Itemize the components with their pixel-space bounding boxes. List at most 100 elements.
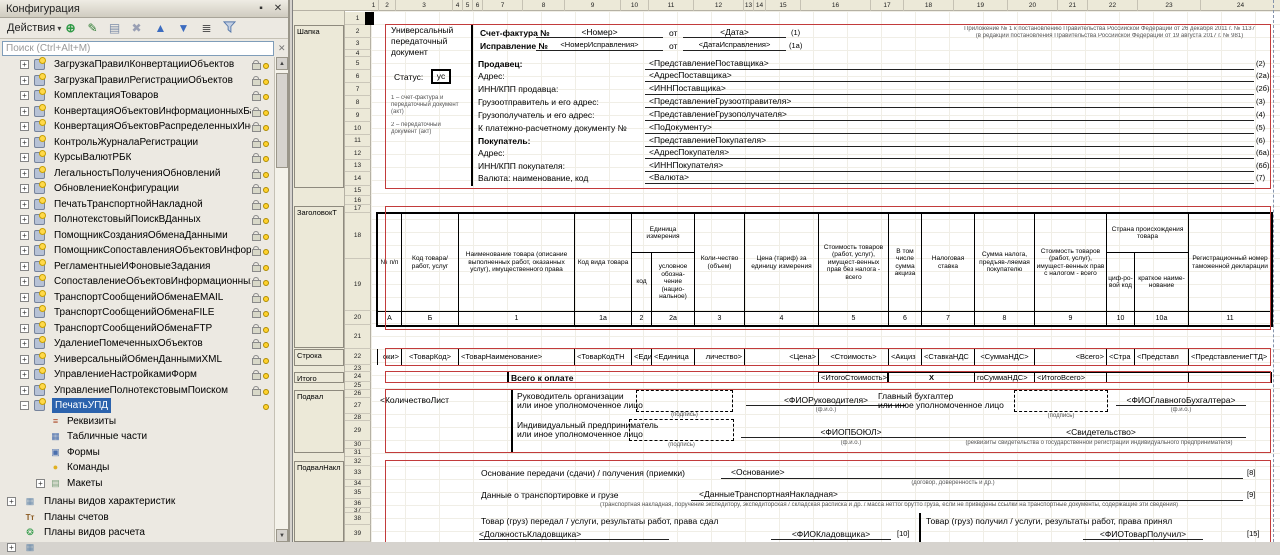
tree-item[interactable]: ТранспортСообщенийОбменаEMAIL [0,290,274,305]
column-header[interactable]: 23 [1138,0,1201,11]
row-header[interactable]: 19 [345,259,371,311]
active-cell-cursor[interactable] [365,12,374,25]
row-header[interactable]: 6 [345,70,371,83]
row-cell[interactable]: <Цена> [744,349,818,365]
code-cell[interactable]: 5 [818,311,889,326]
expand-icon[interactable] [20,386,29,395]
form-value[interactable]: <ПредставлениеГрузополучателя> [645,109,1254,121]
section-label-podval[interactable]: Подвал [294,390,344,453]
row-cell[interactable]: личество> [694,349,744,365]
tree-item[interactable]: КонвертацияОбъектовИнформационныхБаз [0,104,274,119]
column-header[interactable]: 14 [754,0,766,11]
row-header[interactable]: 13 [345,160,371,172]
form-label[interactable]: Валюта: наименование, код [478,173,589,183]
expand-icon[interactable] [36,479,45,488]
form-label[interactable]: ИНН/КПП продавца: [478,84,559,94]
tree-item[interactable]: ОбновлениеКонфигурации [0,181,274,196]
row-cell[interactable]: <Единица [651,349,694,365]
scrollbar-thumb[interactable] [276,73,288,168]
signature-box[interactable] [1014,390,1108,412]
expand-icon[interactable] [20,122,29,131]
tree-item-makety[interactable]: ▤ Макеты [0,476,274,491]
tree-item[interactable]: ТранспортСообщенийОбменаFTP [0,321,274,336]
entrepreneur-label-1[interactable]: Индивидуальный предприниматель [517,420,659,430]
code-cell[interactable]: 1а [574,311,632,326]
code-cell[interactable]: 10 [1106,311,1135,326]
receiver-fio-cell[interactable]: <ФИОТоварПолучил> [1083,529,1203,540]
sheets-count-cell[interactable]: <КоличествоЛист [380,395,450,405]
row-header[interactable]: 7 [345,83,371,96]
col-code[interactable]: Код товара/ работ, услуг [401,213,459,312]
row-cell[interactable]: <Акциз [888,349,921,365]
storekeeper-fio-cell[interactable]: <ФИОКладовщика> [771,529,891,540]
column-header[interactable]: 18 [904,0,954,11]
correction-label[interactable]: Исправление № [480,41,548,51]
row-header[interactable]: 28 [345,414,371,421]
col-price[interactable]: Цена (тариф) за единицу измерения [744,213,819,312]
code-cell[interactable]: А [377,311,402,326]
form-label[interactable]: Грузополучатель и его адрес: [478,110,595,120]
invoice-date-cell[interactable]: <Дата> [683,27,786,38]
column-header[interactable]: 7 [483,0,523,11]
col-reg-number[interactable]: Регистрационный номер таможенной деклара… [1188,213,1272,312]
invoice-from-label[interactable]: от [669,28,678,38]
column-header[interactable]: 21 [1058,0,1088,11]
column-header[interactable]: 3 [396,0,453,11]
basis-value-cell[interactable]: <Основание> [721,467,1243,479]
expand-icon[interactable] [20,277,29,286]
row-header[interactable]: 22 [345,349,371,365]
col-tax-sum[interactable]: Сумма налога, предъяв-ляемая покупателю [974,213,1035,312]
form-value[interactable]: <АдресПокупателя> [645,147,1254,159]
row-header[interactable]: 26 [345,390,371,398]
itogo-label[interactable]: Всего к оплате [511,373,574,383]
expand-icon[interactable] [20,339,29,348]
col-country-group[interactable]: Страна происхождения товара [1106,213,1189,253]
expand-icon[interactable] [20,91,29,100]
code-cell[interactable]: 1 [458,311,575,326]
row-header[interactable]: 34 [345,480,371,487]
tree-scrollbar[interactable]: ▲ ▼ [274,57,288,542]
actions-menu-button[interactable]: Действия [4,21,64,35]
collapse-icon[interactable] [20,401,29,410]
signature-box[interactable] [629,419,734,441]
code-cell[interactable]: 6 [888,311,922,326]
tree-item-plany-vidov-rascheta[interactable]: ❂ Планы видов расчета [0,525,274,540]
col-excise[interactable]: В том числе сумма акциза [888,213,922,312]
tree-item[interactable]: ТранспортСообщенийОбменаFILE [0,305,274,320]
column-header[interactable]: 15 [766,0,801,11]
received-label[interactable]: Товар (груз) получил / услуги, результат… [926,516,1173,526]
row-cell[interactable]: <СуммаНДС> [974,349,1034,365]
col-tax-rate[interactable]: Налоговая ставка [921,213,975,312]
expand-icon[interactable] [20,138,29,147]
column-header[interactable]: 13 [744,0,754,11]
add-icon[interactable]: ⊕ [65,21,76,35]
row-header[interactable]: 39 [345,525,371,542]
tree-item-formy[interactable]: ▣ Формы [0,445,274,460]
expand-icon[interactable] [20,76,29,85]
itogo-cost-cell[interactable]: <ИтогоСтоимость> [818,372,888,383]
scroll-down-icon[interactable]: ▼ [276,529,288,542]
column-header[interactable]: 19 [954,0,1008,11]
row-header[interactable]: 14 [345,172,371,186]
tree-item[interactable]: ЗагрузкаПравилРегистрацииОбъектов [0,73,274,88]
scroll-up-icon[interactable]: ▲ [276,57,288,70]
column-header[interactable]: 22 [1088,0,1138,11]
tree-item[interactable]: КонтрольЖурналаРегистрации [0,135,274,150]
tree-item[interactable]: СопоставлениеОбъектовИнформационныхБаз [0,274,274,289]
tree-item[interactable]: ПомощникСозданияОбменаДанными [0,228,274,243]
expand-icon[interactable] [7,497,16,506]
row-header[interactable]: 10 [345,122,371,135]
col-qty[interactable]: Коли-чество (объем) [694,213,745,312]
tree-item[interactable]: РегламентныеИФоновыеЗадания [0,259,274,274]
column-header[interactable]: 8 [523,0,565,11]
invoice-number-cell[interactable]: <Номер> [536,27,663,38]
line-mark[interactable]: (1) [791,28,801,37]
form-label[interactable]: ИНН/КПП покупателя: [478,161,565,171]
form-value[interactable]: <ПредставлениеГрузоотправителя> [645,96,1254,108]
itogo-empty-cell[interactable] [1106,372,1189,383]
expand-icon[interactable] [20,153,29,162]
col-unit-symbol[interactable]: условное обозна-чение (нацио-нальное) [651,252,695,312]
code-cell[interactable]: 10а [1134,311,1189,326]
row-header[interactable]: 11 [345,135,371,147]
column-header[interactable]: 6 [473,0,483,11]
